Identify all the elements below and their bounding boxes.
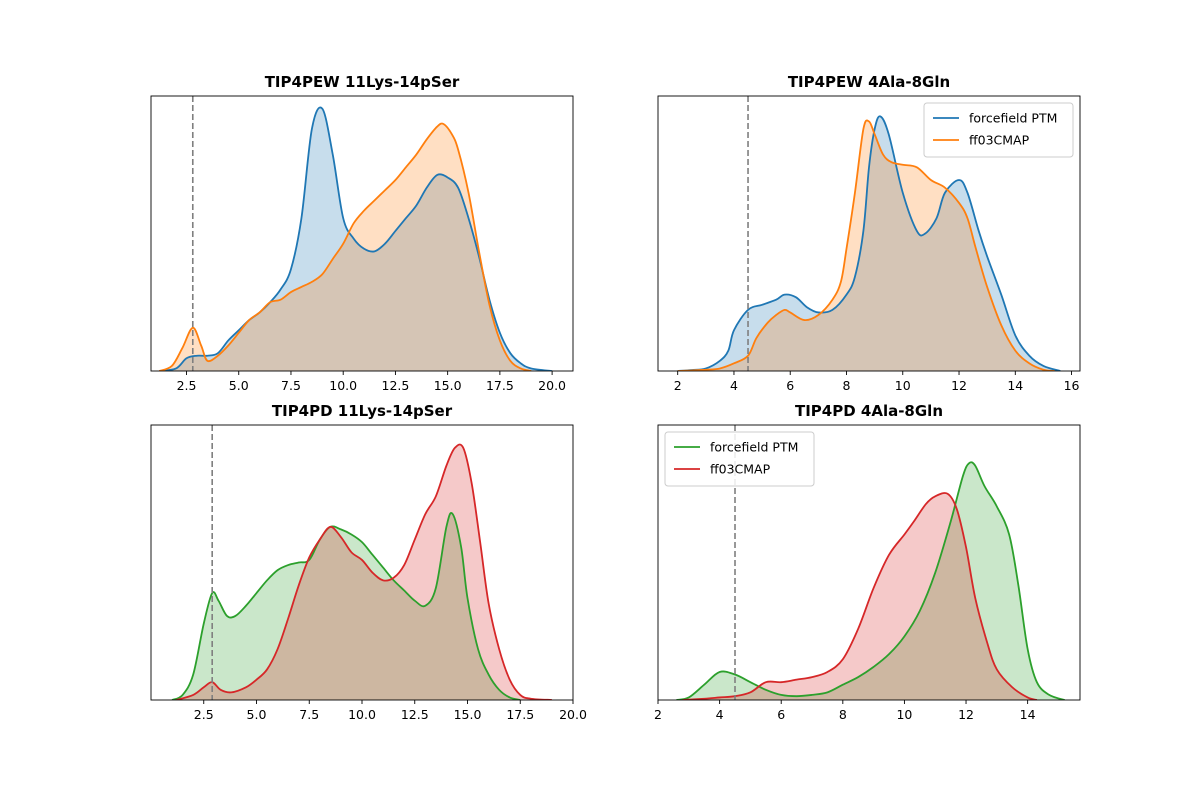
x-tick-label: 4 (730, 378, 738, 393)
kde-line-series-1 (171, 512, 521, 700)
x-tick-label: 17.5 (486, 378, 514, 393)
plot-area (677, 115, 1061, 371)
legend-label: forcefield PTM (710, 440, 798, 455)
subplot-title: TIP4PD 11Lys-14pSer (272, 402, 453, 420)
kde-fill-series-2 (682, 493, 1037, 700)
x-tick-label: 2 (674, 378, 682, 393)
kde-fill-series-1 (159, 107, 553, 371)
x-tick-label: 2.5 (177, 378, 197, 393)
x-tick-label: 8 (843, 378, 851, 393)
kde-fill-series-1 (172, 512, 521, 700)
kde-fill-series-1 (676, 462, 1065, 700)
x-tick-label: 5.0 (229, 378, 249, 393)
subplot-title: TIP4PEW 11Lys-14pSer (265, 73, 460, 91)
x-tick-label: 14 (1007, 378, 1023, 393)
x-tick-label: 12 (958, 707, 974, 722)
subplot-3: TIP4PD 11Lys-14pSer 2.5 5.0 7.5 10.0 12.5 15.0… (150, 402, 587, 722)
axes-frame (657, 424, 1081, 701)
legend-label: ff03CMAP (710, 462, 771, 477)
kde-line-series-1 (677, 115, 1061, 371)
kde-line-series-2 (682, 492, 1038, 700)
kde-fill-series-1 (677, 116, 1061, 371)
x-tick-label: 20.0 (559, 707, 587, 722)
subplot-title: TIP4PEW 4Ala-8Gln (788, 73, 950, 91)
kde-fill-series-2 (159, 123, 532, 371)
x-tick-label: 6 (777, 707, 785, 722)
kde-line-series-2 (176, 443, 552, 700)
plot-area (676, 461, 1065, 700)
x-tick-label: 8 (839, 707, 847, 722)
subplot-title: TIP4PD 4Ala-8Gln (795, 402, 943, 420)
x-tick-label: 2.5 (194, 707, 214, 722)
legend-box (923, 102, 1074, 158)
x-tick-label: 5.0 (247, 707, 267, 722)
legend: forcefield PTM ff03CMAP (923, 102, 1074, 158)
x-tick-label: 10 (896, 707, 912, 722)
legend: forcefield PTM ff03CMAP (664, 431, 815, 487)
plot-area (171, 443, 552, 700)
kde-fill-series-2 (677, 120, 1055, 371)
x-tick-label: 15.0 (454, 707, 482, 722)
x-tick-label: 12 (951, 378, 967, 393)
kde-line-series-1 (676, 461, 1065, 700)
subplot-2: TIP4PEW 4Ala-8Gln 2 4 6 8 10 12 14 16 forcefield … (657, 73, 1081, 393)
legend-box (664, 431, 815, 487)
kde-line-series-2 (159, 122, 532, 371)
x-tick-label: 12.5 (382, 378, 410, 393)
x-tick-label: 20.0 (538, 378, 566, 393)
legend-label: ff03CMAP (969, 133, 1030, 148)
axes-frame (150, 95, 574, 372)
plot-area (159, 106, 553, 371)
x-tick-label: 10.0 (348, 707, 376, 722)
kde-line-series-2 (677, 119, 1055, 371)
kde-line-series-1 (159, 106, 553, 371)
x-tick-label: 12.5 (401, 707, 429, 722)
x-tick-label: 15.0 (434, 378, 462, 393)
subplot-4: TIP4PD 4Ala-8Gln 2 4 6 8 10 12 14 forcefield PTM… (654, 402, 1081, 722)
x-tick-label: 2 (654, 707, 662, 722)
x-tick-label: 10 (895, 378, 911, 393)
kde-fill-series-2 (176, 444, 552, 700)
x-tick-label: 17.5 (506, 707, 534, 722)
legend-label: forcefield PTM (969, 111, 1057, 126)
x-tick-label: 6 (786, 378, 794, 393)
x-tick-label: 14 (1020, 707, 1036, 722)
x-tick-label: 7.5 (299, 707, 319, 722)
x-tick-label: 4 (716, 707, 724, 722)
axes-frame (657, 95, 1081, 372)
x-tick-label: 16 (1064, 378, 1080, 393)
x-tick-label: 10.0 (329, 378, 357, 393)
subplot-1: TIP4PEW 11Lys-14pSer 2.5 5.0 7.5 10.0 12.5 15.… (150, 73, 574, 393)
x-tick-label: 7.5 (281, 378, 301, 393)
